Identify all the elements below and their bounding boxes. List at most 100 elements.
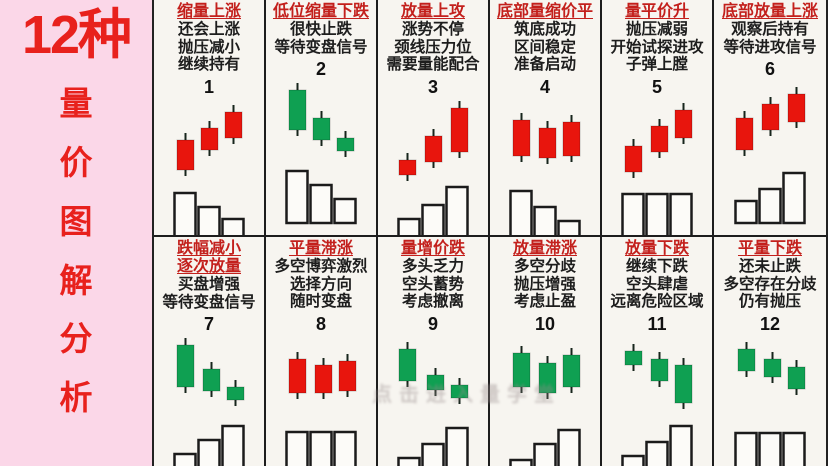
panel-text: 放量滞涨 多空分歧 抛压增强 考虑止盈 bbox=[513, 240, 577, 311]
volume-bar bbox=[173, 452, 197, 466]
panel-desc-line: 随时变盘 bbox=[289, 293, 352, 311]
volume-price-panel: 放量上攻 涨势不停 颈线压力位 需要量能配合 3 bbox=[378, 0, 490, 237]
panel-text: 量增价跌 多头乏力 空头蓄势 考虑撤离 bbox=[401, 240, 465, 311]
panel-desc-line: 抛压减弱 bbox=[625, 21, 688, 39]
volume-bar bbox=[734, 431, 758, 466]
panel-desc-line: 仍有抛压 bbox=[738, 293, 801, 311]
panel-desc-line: 继续持有 bbox=[177, 56, 240, 74]
panel-number: 11 bbox=[647, 313, 667, 334]
panel-desc-line: 子弹上膛 bbox=[625, 56, 688, 74]
candle-body bbox=[512, 352, 531, 388]
panel-title-line: 逐次放量 bbox=[176, 258, 241, 276]
volume-bar bbox=[221, 217, 245, 235]
volume-bar bbox=[285, 169, 309, 225]
candle-body bbox=[424, 135, 443, 163]
panel-number: 12 bbox=[759, 313, 781, 334]
panel-number: 3 bbox=[427, 76, 438, 97]
panel-desc-line: 等待变盘信号 bbox=[162, 293, 256, 311]
volume-bar bbox=[669, 424, 693, 466]
sidebar-vertical-char: 图 bbox=[59, 202, 93, 240]
sidebar-vertical-char: 析 bbox=[59, 379, 93, 417]
panel-text: 放量下跌 继续下跌 空头肆虐 远离危险区域 bbox=[610, 240, 703, 311]
volume-bar bbox=[221, 424, 245, 466]
volume-bar bbox=[333, 197, 357, 225]
candle-body bbox=[674, 109, 693, 139]
panel-desc-line: 考虑撤离 bbox=[401, 293, 464, 311]
volume-bar bbox=[445, 185, 469, 235]
candle-body bbox=[538, 127, 557, 159]
candle-body bbox=[398, 348, 417, 382]
volume-price-panel: 底部量缩价平 筑底成功 区间稳定 准备启动 4 bbox=[490, 0, 602, 237]
panel-text: 平量下跌 还未止跌 多空存在分歧 仍有抛压 bbox=[723, 240, 816, 311]
candle-body bbox=[312, 117, 331, 141]
panel-desc-line: 需要量能配合 bbox=[386, 56, 480, 74]
candlestick-volume-chart bbox=[509, 112, 581, 235]
candle-body bbox=[200, 127, 219, 151]
volume-bar bbox=[758, 431, 782, 466]
candle-body bbox=[450, 107, 469, 153]
panel-text: 跌幅减小 逐次放量 买盘增强 等待变盘信号 bbox=[162, 240, 255, 311]
candle-body bbox=[224, 111, 243, 139]
panel-title-line: 低位缩量下跌 bbox=[272, 3, 369, 20]
panel-desc-line: 抛压减小 bbox=[177, 38, 240, 56]
volume-bar bbox=[557, 428, 581, 466]
panel-desc-line: 颈线压力位 bbox=[394, 38, 472, 56]
panel-desc-line: 空头肆虐 bbox=[625, 275, 688, 293]
panel-number: 7 bbox=[203, 314, 214, 335]
candlestick-volume-chart bbox=[509, 345, 581, 466]
candle-body bbox=[787, 366, 806, 390]
volume-bar bbox=[557, 219, 581, 235]
volume-price-panel: 量平价升 抛压减弱 开始试探进攻 子弹上膛 5 bbox=[602, 0, 714, 237]
candle-body bbox=[176, 344, 195, 388]
panel-desc-line: 选择方向 bbox=[289, 275, 352, 293]
volume-price-panel: 跌幅减小 逐次放量 买盘增强 等待变盘信号 7 bbox=[154, 237, 266, 466]
panel-desc-line: 准备启动 bbox=[513, 56, 576, 74]
panel-desc-line: 抛压增强 bbox=[513, 275, 576, 293]
volume-bar bbox=[734, 199, 758, 225]
chart-grid: 缩量上涨 还会上涨 抛压减小 继续持有 1 低位缩量下跌 很快止跌 等待变盘信号 2 放量… bbox=[152, 0, 828, 466]
panel-desc-line: 空头蓄势 bbox=[401, 275, 464, 293]
candle-body bbox=[735, 117, 754, 151]
sidebar-vertical-char: 价 bbox=[59, 144, 93, 182]
panel-title-line: 底部放量上涨 bbox=[721, 3, 818, 20]
volume-bar bbox=[758, 187, 782, 225]
volume-bar bbox=[421, 203, 445, 235]
panel-title-line: 底部量缩价平 bbox=[496, 3, 593, 20]
candle-body bbox=[787, 93, 806, 123]
volume-bar bbox=[309, 183, 333, 225]
volume-bar bbox=[173, 191, 197, 235]
panel-desc-line: 等待变盘信号 bbox=[274, 38, 368, 56]
sidebar-vertical-char: 解 bbox=[59, 261, 93, 299]
volume-bar bbox=[509, 458, 533, 466]
volume-bar bbox=[197, 205, 221, 235]
panel-desc-line: 筑底成功 bbox=[513, 21, 576, 39]
panel-text: 低位缩量下跌 很快止跌 等待变盘信号 bbox=[273, 3, 369, 56]
panel-desc-line: 多空分歧 bbox=[513, 258, 576, 276]
candle-body bbox=[538, 362, 557, 394]
panel-desc-line: 多空存在分歧 bbox=[723, 275, 817, 293]
volume-price-panel: 缩量上涨 还会上涨 抛压减小 继续持有 1 bbox=[154, 0, 266, 237]
candlestick-volume-chart bbox=[173, 338, 245, 466]
volume-bar bbox=[782, 431, 806, 466]
panel-desc-line: 还会上涨 bbox=[177, 21, 240, 39]
volume-bar bbox=[309, 430, 333, 466]
panel-desc-line: 多空博弈激烈 bbox=[274, 258, 368, 276]
panel-desc-line: 观察后持有 bbox=[731, 21, 809, 39]
candlestick-volume-chart bbox=[734, 87, 806, 225]
panel-desc-line: 区间稳定 bbox=[513, 38, 576, 56]
candle-body bbox=[562, 354, 581, 388]
panel-text: 底部量缩价平 筑底成功 区间稳定 准备启动 bbox=[497, 3, 593, 74]
candlestick-volume-chart bbox=[621, 343, 693, 466]
panel-number: 8 bbox=[315, 313, 326, 334]
volume-price-panel: 平量下跌 还未止跌 多空存在分歧 仍有抛压 12 bbox=[714, 237, 826, 466]
panel-title-line: 量增价跌 bbox=[400, 240, 465, 257]
candle-body bbox=[674, 364, 693, 404]
candle-body bbox=[512, 119, 531, 157]
volume-bar bbox=[533, 442, 557, 466]
panel-number: 6 bbox=[764, 59, 775, 80]
panel-title-line: 放量滞涨 bbox=[512, 240, 577, 257]
volume-bar bbox=[621, 192, 645, 235]
candle-body bbox=[288, 89, 307, 131]
candle-body bbox=[338, 360, 357, 392]
